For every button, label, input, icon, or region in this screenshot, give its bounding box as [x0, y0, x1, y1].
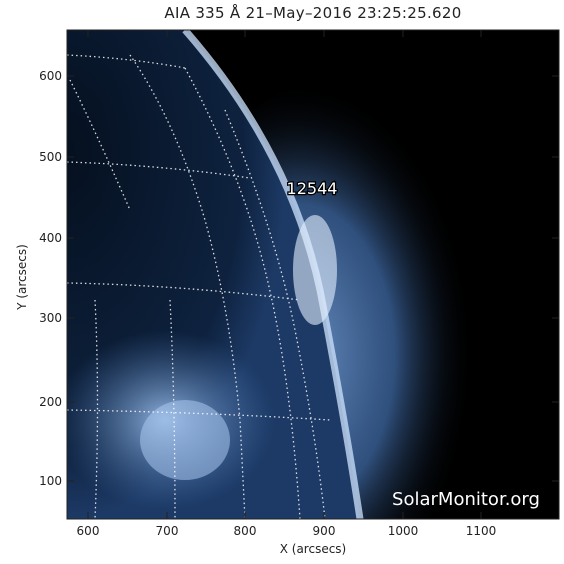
y-tick-label: 400 [39, 231, 62, 245]
x-tick-marks [87, 30, 482, 519]
x-tick-label: 700 [156, 524, 179, 538]
x-tick-label: 1000 [388, 524, 419, 538]
heliographic-grid [67, 54, 331, 519]
plot-frame [66, 29, 560, 520]
x-tick-label: 900 [313, 524, 336, 538]
y-tick-marks [67, 75, 559, 482]
bright-patch [140, 400, 230, 480]
x-tick-label: 1100 [466, 524, 497, 538]
solarmonitor-watermark: SolarMonitor.org [392, 489, 540, 510]
active-region-glow [293, 215, 337, 325]
y-tick-label: 200 [39, 395, 62, 409]
x-tick-label: 600 [77, 524, 100, 538]
y-tick-label: 300 [39, 311, 62, 325]
y-tick-label: 600 [39, 69, 62, 83]
x-axis-label: X (arcsecs) [279, 542, 347, 556]
y-tick-label: 100 [39, 474, 62, 488]
image-title: AIA 335 Å 21–May–2016 23:25:25.620 [164, 4, 462, 22]
x-tick-label: 800 [234, 524, 257, 538]
solar-image [67, 30, 559, 519]
y-tick-label: 500 [39, 150, 62, 164]
active-region-label: 12544 [287, 179, 338, 198]
